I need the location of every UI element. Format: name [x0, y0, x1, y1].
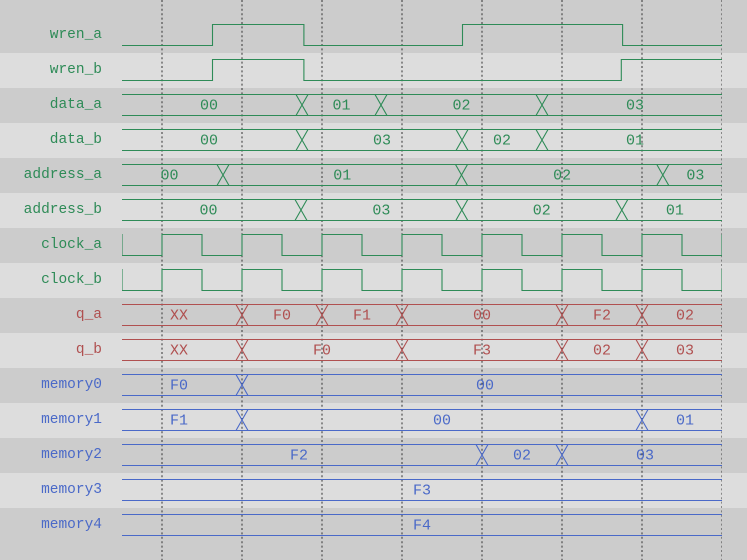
svg-text:00: 00: [433, 412, 451, 429]
svg-text:F0: F0: [273, 307, 291, 324]
svg-text:F3: F3: [473, 342, 491, 359]
svg-text:03: 03: [626, 97, 644, 114]
svg-text:XX: XX: [170, 307, 188, 324]
svg-text:F3: F3: [413, 482, 431, 499]
svg-text:F4: F4: [413, 517, 431, 534]
svg-text:01: 01: [626, 132, 644, 149]
svg-text:00: 00: [476, 377, 494, 394]
svg-text:F2: F2: [593, 307, 611, 324]
svg-text:03: 03: [636, 447, 654, 464]
svg-text:02: 02: [676, 307, 694, 324]
svg-text:02: 02: [553, 167, 571, 184]
svg-text:00: 00: [199, 202, 217, 219]
svg-text:00: 00: [200, 132, 218, 149]
svg-text:01: 01: [333, 167, 351, 184]
svg-text:02: 02: [493, 132, 511, 149]
svg-text:01: 01: [666, 202, 684, 219]
svg-text:F1: F1: [353, 307, 371, 324]
svg-text:02: 02: [593, 342, 611, 359]
svg-text:02: 02: [452, 97, 470, 114]
svg-text:03: 03: [373, 132, 391, 149]
svg-text:01: 01: [676, 412, 694, 429]
svg-text:02: 02: [513, 447, 531, 464]
svg-text:F1: F1: [170, 412, 188, 429]
svg-text:03: 03: [686, 167, 704, 184]
svg-text:XX: XX: [170, 342, 188, 359]
svg-text:01: 01: [332, 97, 350, 114]
svg-text:F0: F0: [170, 377, 188, 394]
svg-text:00: 00: [473, 307, 491, 324]
svg-text:00: 00: [160, 167, 178, 184]
svg-text:02: 02: [533, 202, 551, 219]
svg-text:03: 03: [676, 342, 694, 359]
svg-text:00: 00: [200, 97, 218, 114]
svg-text:F2: F2: [290, 447, 308, 464]
svg-text:F0: F0: [313, 342, 331, 359]
svg-text:03: 03: [372, 202, 390, 219]
